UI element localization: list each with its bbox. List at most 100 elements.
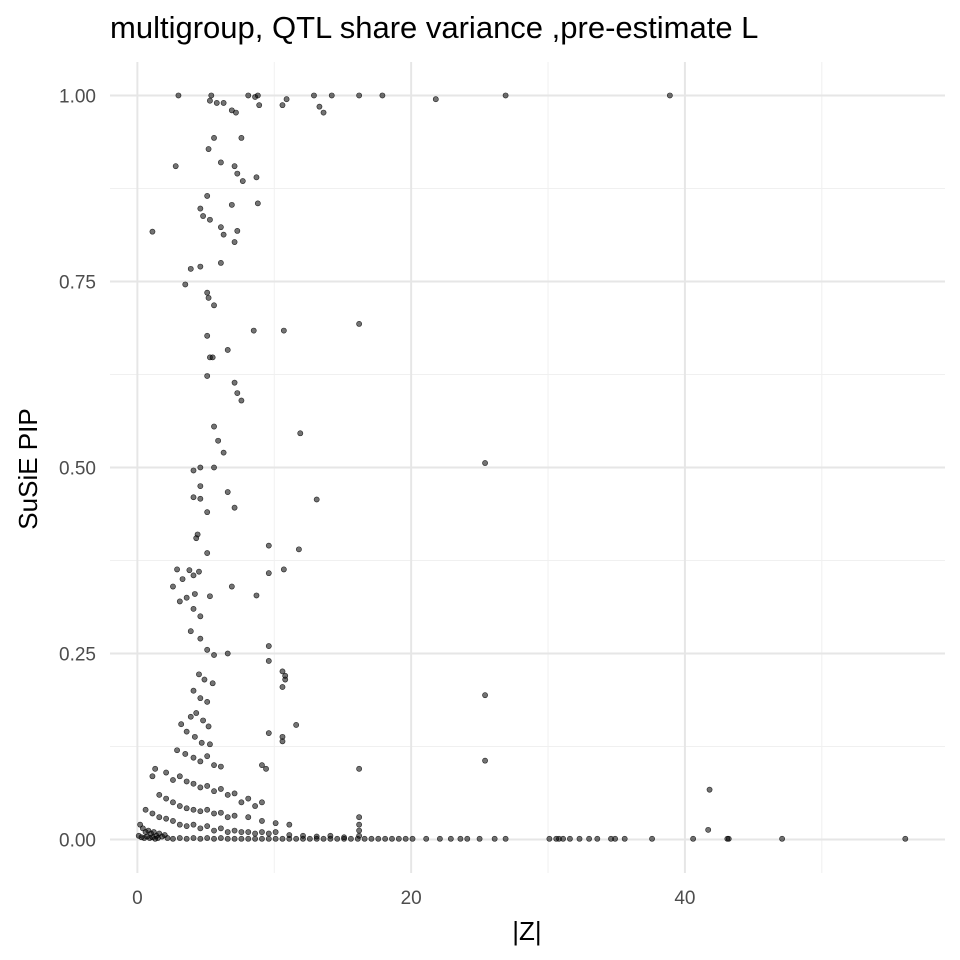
data-point: [356, 827, 363, 834]
data-point: [152, 765, 159, 772]
data-point: [296, 546, 302, 553]
data-point: [190, 494, 197, 501]
data-point: [272, 820, 279, 827]
data-point: [259, 799, 265, 806]
data-point: [204, 193, 211, 199]
data-point: [259, 829, 265, 835]
data-point: [163, 815, 170, 822]
x-tick-label: 0: [132, 888, 143, 909]
data-point: [300, 835, 306, 842]
data-point: [293, 722, 300, 728]
data-point: [902, 835, 909, 842]
data-point: [186, 567, 193, 574]
y-axis-title: SuSiE PIP: [13, 408, 43, 529]
data-point: [224, 650, 231, 657]
data-point: [204, 550, 211, 556]
data-point: [211, 762, 217, 769]
data-point: [265, 542, 272, 549]
data-point: [213, 100, 220, 106]
data-point: [263, 765, 269, 772]
data-point: [217, 763, 224, 770]
data-point: [254, 200, 261, 207]
data-point: [220, 100, 227, 106]
data-point: [156, 791, 163, 798]
data-point: [395, 835, 402, 842]
data-point: [361, 835, 368, 842]
data-point: [190, 605, 197, 612]
data-point: [279, 668, 286, 675]
data-point: [576, 835, 583, 842]
data-point: [211, 788, 217, 795]
data-point: [204, 783, 211, 789]
data-point: [316, 103, 323, 110]
data-point: [334, 835, 341, 842]
data-point: [217, 825, 224, 832]
data-point: [231, 504, 238, 511]
data-point: [200, 717, 206, 724]
data-point: [149, 228, 156, 235]
data-point: [464, 835, 471, 842]
data-point: [253, 592, 260, 599]
data-point: [375, 835, 382, 842]
data-point: [402, 835, 409, 842]
data-point: [217, 786, 224, 792]
data-point: [174, 566, 180, 573]
data-point: [142, 806, 149, 813]
data-point: [215, 437, 222, 444]
data-point: [163, 795, 170, 802]
data-point: [265, 643, 272, 649]
data-point: [621, 835, 628, 842]
data-point: [265, 730, 272, 737]
data-point: [259, 762, 265, 769]
data-point: [176, 773, 183, 780]
data-point: [183, 835, 190, 842]
data-point: [201, 676, 208, 683]
data-point: [208, 92, 215, 99]
data-point: [320, 835, 327, 842]
data-point: [224, 814, 231, 821]
data-point: [259, 818, 265, 824]
data-point: [174, 747, 180, 754]
data-point: [560, 835, 566, 842]
data-point: [204, 332, 211, 339]
data-point: [211, 827, 217, 834]
data-point: [190, 687, 197, 694]
data-point: [190, 821, 197, 828]
data-point: [356, 92, 363, 99]
data-point: [234, 227, 241, 234]
data-point: [170, 799, 176, 806]
data-point: [155, 835, 161, 841]
data-point: [196, 568, 202, 575]
data-point: [297, 430, 304, 437]
data-point: [211, 652, 217, 658]
data-point: [211, 835, 217, 842]
data-point: [197, 483, 204, 490]
data-point: [204, 289, 211, 296]
data-point: [183, 805, 190, 812]
data-point: [211, 302, 217, 309]
data-point: [149, 773, 156, 780]
data-point: [204, 753, 211, 760]
y-tick-label: 0.75: [59, 272, 96, 293]
data-point: [224, 829, 231, 835]
data-point: [432, 96, 439, 103]
data-point: [190, 467, 197, 474]
data-point: [265, 570, 272, 577]
data-point: [279, 684, 286, 690]
data-point: [217, 159, 224, 166]
x-axis-title: |Z|: [512, 916, 541, 946]
data-point: [265, 835, 272, 842]
data-point: [356, 765, 363, 772]
data-point: [217, 835, 224, 841]
data-point: [197, 205, 204, 212]
data-point: [306, 835, 313, 842]
data-point: [594, 835, 601, 842]
data-point: [149, 810, 156, 817]
data-point: [228, 583, 235, 590]
data-point: [182, 281, 189, 288]
data-point: [234, 390, 241, 396]
data-point: [211, 464, 217, 471]
y-axis-ticks: 0.00 0.25 0.50 0.75 1.00: [59, 86, 96, 851]
data-point: [279, 738, 286, 745]
data-point: [204, 806, 211, 813]
